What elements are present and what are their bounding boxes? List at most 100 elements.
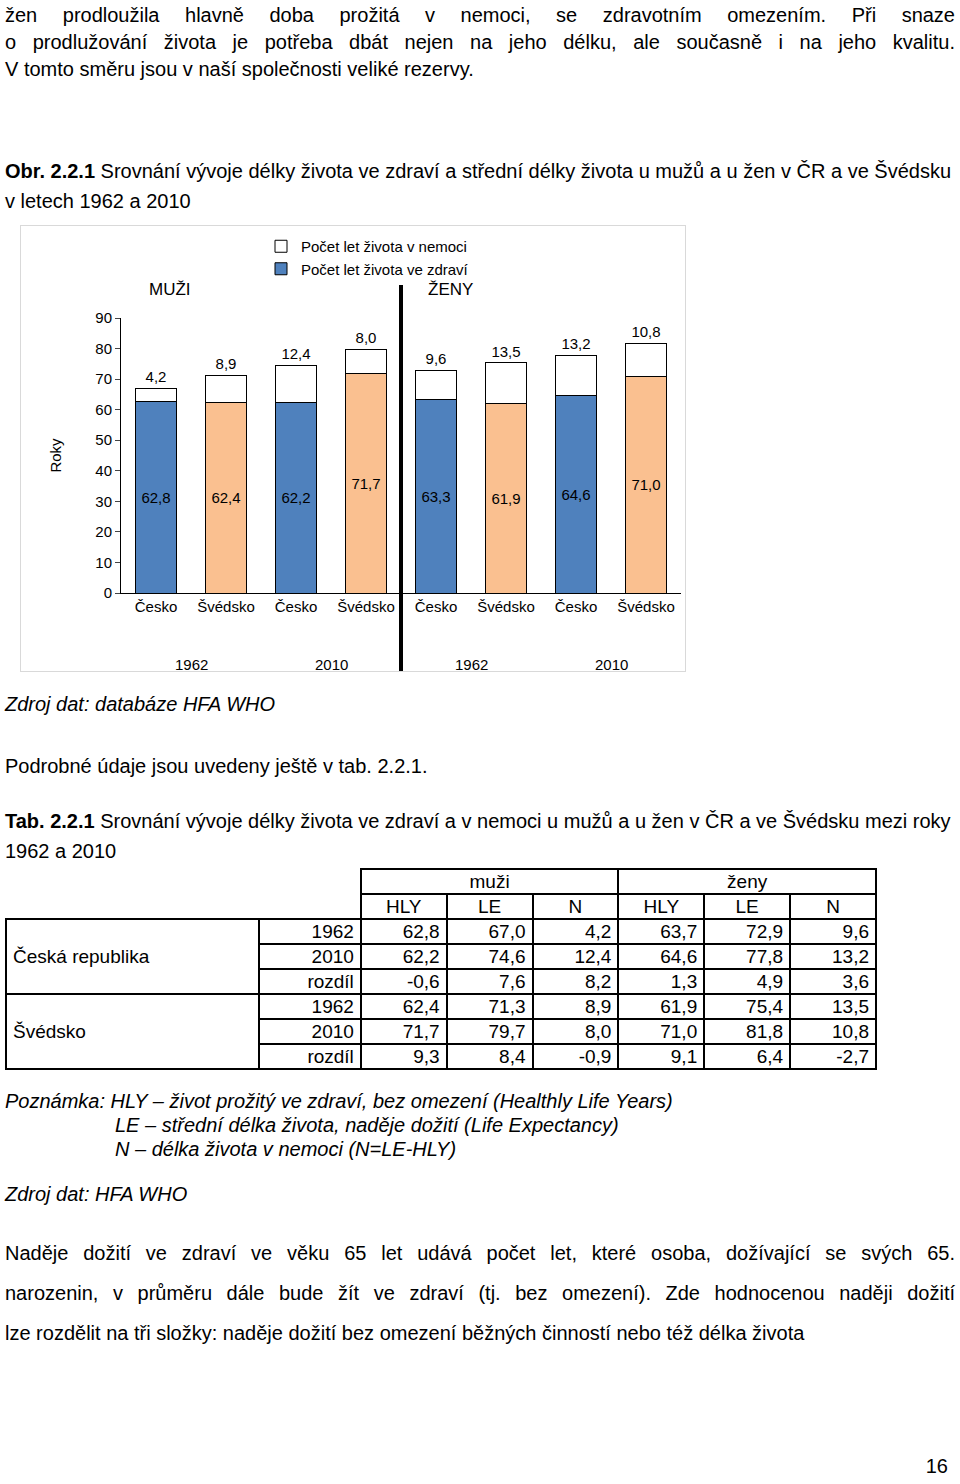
html-text:7,6: 7,6 bbox=[499, 970, 526, 992]
svg-text:80: 80 bbox=[95, 340, 112, 357]
svg-text:90: 90 bbox=[95, 309, 112, 326]
svg-text:13,5: 13,5 bbox=[491, 343, 520, 360]
svg-text:Švédsko: Švédsko bbox=[477, 598, 535, 615]
html-text:12,4: 12,4 bbox=[574, 945, 612, 967]
html-text:10,8: 10,8 bbox=[832, 1020, 869, 1042]
html-text:8,4: 8,4 bbox=[499, 1045, 526, 1067]
html-text:-0,6: -0,6 bbox=[406, 970, 440, 992]
html-text:3,6: 3,6 bbox=[842, 970, 869, 992]
html-text:ženy: ženy bbox=[727, 870, 768, 892]
html-text:LE: LE bbox=[478, 895, 502, 917]
svg-text:Česko: Česko bbox=[135, 598, 178, 615]
html-text:-2,7: -2,7 bbox=[836, 1045, 869, 1067]
html-text:o prodlužování života je potře: o prodlužování života je potřeba dbát ne… bbox=[5, 31, 955, 53]
html-text:75,4: 75,4 bbox=[746, 995, 784, 1017]
svg-text:10,8: 10,8 bbox=[631, 323, 660, 340]
html-text:13,2: 13,2 bbox=[832, 945, 869, 967]
html-text:74,6: 74,6 bbox=[488, 945, 526, 967]
html-text:62,8: 62,8 bbox=[402, 920, 440, 942]
html-text:LE: LE bbox=[735, 895, 759, 917]
svg-text:0: 0 bbox=[104, 584, 112, 601]
html-text:13,5: 13,5 bbox=[832, 995, 869, 1017]
svg-text:Počet let života ve zdraví: Počet let života ve zdraví bbox=[301, 261, 469, 278]
html-text:8,9: 8,9 bbox=[585, 995, 612, 1017]
svg-text:1962: 1962 bbox=[175, 656, 208, 671]
html-text:77,8: 77,8 bbox=[746, 945, 784, 967]
html-text:4,9: 4,9 bbox=[756, 970, 784, 992]
html-text:72,9: 72,9 bbox=[746, 920, 784, 942]
html-text:žen prodloužila hlavně doba pr: žen prodloužila hlavně doba prožitá v ne… bbox=[5, 4, 955, 26]
html-text:muži: muži bbox=[469, 870, 510, 892]
svg-text:9,6: 9,6 bbox=[426, 350, 447, 367]
svg-text:4,2: 4,2 bbox=[146, 368, 167, 385]
html-text:2010: 2010 bbox=[311, 945, 354, 967]
html-text:71,3: 71,3 bbox=[488, 995, 526, 1017]
html-text:1,3: 1,3 bbox=[670, 970, 698, 992]
html-text:1962: 1962 bbox=[311, 995, 354, 1017]
svg-text:50: 50 bbox=[95, 431, 112, 448]
svg-text:30: 30 bbox=[95, 493, 112, 510]
html-text:Podrobné údaje jsou uvedeny je: Podrobné údaje jsou uvedeny ještě v tab.… bbox=[5, 755, 428, 777]
svg-text:1962: 1962 bbox=[455, 656, 488, 671]
html-text:Švédsko: Švédsko bbox=[13, 1020, 86, 1042]
html-text:62,4: 62,4 bbox=[402, 995, 440, 1017]
html-text:HLY: HLY bbox=[643, 895, 680, 917]
html-text:71,0: 71,0 bbox=[660, 1020, 698, 1042]
svg-text:64,6: 64,6 bbox=[561, 486, 590, 503]
svg-text:Česko: Česko bbox=[275, 598, 318, 615]
svg-text:2010: 2010 bbox=[315, 656, 348, 671]
svg-text:Počet let života v nemoci: Počet let života v nemoci bbox=[301, 238, 467, 255]
svg-text:62,4: 62,4 bbox=[211, 489, 240, 506]
html-text:61,9: 61,9 bbox=[660, 995, 698, 1017]
html-text:9,6: 9,6 bbox=[842, 920, 869, 942]
svg-text:Česko: Česko bbox=[415, 598, 458, 615]
svg-text:12,4: 12,4 bbox=[281, 345, 310, 362]
html-text:-0,9: -0,9 bbox=[578, 1045, 612, 1067]
svg-text:20: 20 bbox=[95, 523, 112, 540]
html-text:2010: 2010 bbox=[311, 1020, 354, 1042]
html-text:rozdíl: rozdíl bbox=[307, 1045, 354, 1067]
html-text:Zdroj dat: databáze HFA WHO: Zdroj dat: databáze HFA WHO bbox=[5, 693, 276, 715]
html-text:4,2: 4,2 bbox=[585, 920, 612, 942]
html-text:62,2: 62,2 bbox=[402, 945, 440, 967]
svg-text:Švédsko: Švédsko bbox=[617, 598, 675, 615]
svg-text:MUŽI: MUŽI bbox=[149, 280, 191, 299]
html-text:V tomto směru jsou v naší spol: V tomto směru jsou v naší společnosti ve… bbox=[5, 58, 474, 80]
svg-text:Česko: Česko bbox=[555, 598, 598, 615]
html-text:8,2: 8,2 bbox=[585, 970, 612, 992]
svg-text:8,9: 8,9 bbox=[216, 355, 237, 372]
svg-text:13,2: 13,2 bbox=[561, 335, 590, 352]
html-text:1962: 1962 bbox=[311, 920, 354, 942]
html-text:6,4: 6,4 bbox=[756, 1045, 784, 1067]
html-text:HLY: HLY bbox=[386, 895, 422, 917]
svg-text:60: 60 bbox=[95, 401, 112, 418]
svg-text:70: 70 bbox=[95, 370, 112, 387]
svg-text:71,7: 71,7 bbox=[351, 475, 380, 492]
svg-text:62,8: 62,8 bbox=[141, 489, 170, 506]
svg-text:Švédsko: Švédsko bbox=[197, 598, 255, 615]
svg-text:10: 10 bbox=[95, 554, 112, 571]
html-text:Česká republika: Česká republika bbox=[13, 945, 150, 967]
html-text:81,8: 81,8 bbox=[746, 1020, 784, 1042]
svg-text:8,0: 8,0 bbox=[356, 329, 377, 346]
html-text:Obr. 2.2.1 Srovnání vývoje dél: Obr. 2.2.1 Srovnání vývoje délky života … bbox=[5, 160, 951, 212]
html-text:8,0: 8,0 bbox=[585, 1020, 612, 1042]
svg-text:Roky: Roky bbox=[47, 438, 64, 473]
html-text:Tab. 2.2.1 Srovnání vývoje dél: Tab. 2.2.1 Srovnání vývoje délky života … bbox=[5, 810, 951, 862]
html-text:79,7: 79,7 bbox=[488, 1020, 526, 1042]
html-text:64,6: 64,6 bbox=[660, 945, 698, 967]
html-text:9,1: 9,1 bbox=[670, 1045, 698, 1067]
html-text:rozdíl: rozdíl bbox=[307, 970, 354, 992]
svg-text:71,0: 71,0 bbox=[631, 476, 660, 493]
svg-text:2010: 2010 bbox=[595, 656, 628, 671]
html-text:63,7: 63,7 bbox=[660, 920, 698, 942]
svg-text:Švédsko: Švédsko bbox=[337, 598, 395, 615]
html-text:71,7: 71,7 bbox=[402, 1020, 440, 1042]
html-text:9,3: 9,3 bbox=[413, 1045, 440, 1067]
html-text:67,0: 67,0 bbox=[488, 920, 526, 942]
svg-text:62,2: 62,2 bbox=[281, 489, 310, 506]
svg-text:40: 40 bbox=[95, 462, 112, 479]
svg-text:61,9: 61,9 bbox=[491, 490, 520, 507]
svg-text:63,3: 63,3 bbox=[421, 488, 450, 505]
svg-text:ŽENY: ŽENY bbox=[428, 280, 473, 299]
